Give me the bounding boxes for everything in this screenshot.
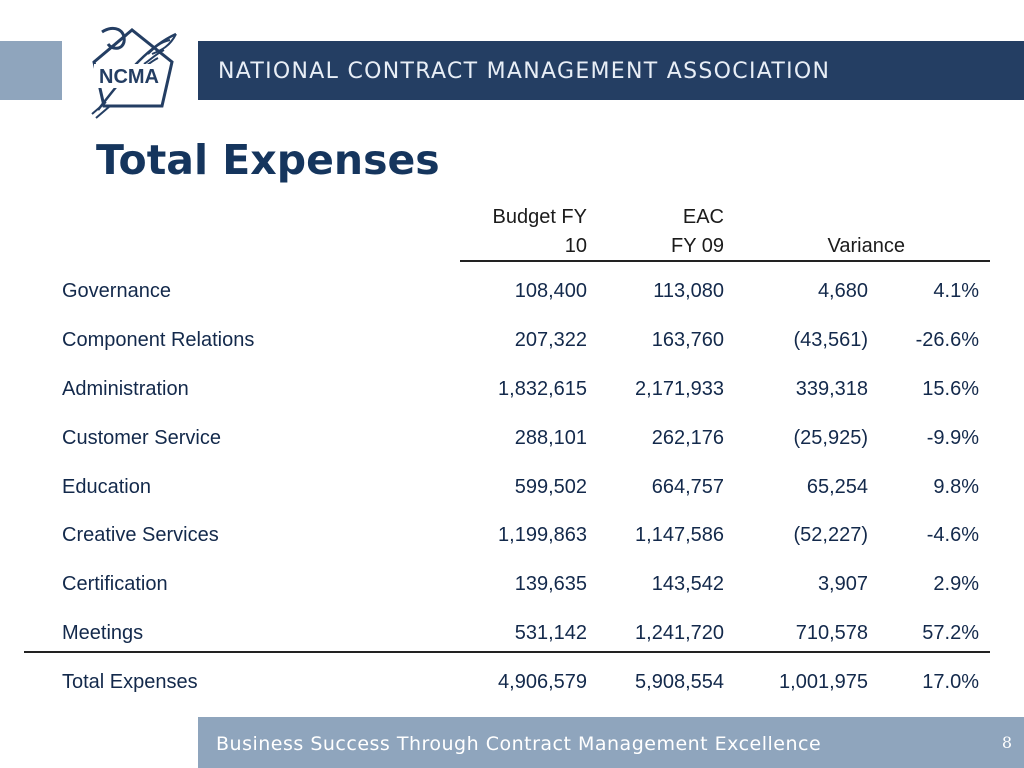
column-header-budget: Budget FY 10 <box>492 203 587 261</box>
table-row: Meetings 531,142 1,241,720 710,578 57.2% <box>0 622 1024 652</box>
table-row: Creative Services 1,199,863 1,147,586 (5… <box>0 524 1024 554</box>
variance-value: (25,925) <box>793 427 869 449</box>
table-row: Customer Service 288,101 262,176 (25,925… <box>0 427 1024 457</box>
variance-percent: 9.8% <box>933 476 979 498</box>
logo-text: NCMA <box>99 66 159 88</box>
variance-percent: 15.6% <box>922 378 979 400</box>
total-budget-value: 4,906,579 <box>498 671 587 693</box>
variance-value: (52,227) <box>793 524 869 546</box>
table-row: Component Relations 207,322 163,760 (43,… <box>0 329 1024 359</box>
budget-value: 1,199,863 <box>498 524 587 546</box>
column-header-eac-line2: FY 09 <box>671 235 724 257</box>
variance-percent: -9.9% <box>926 427 979 449</box>
eac-value: 2,171,933 <box>635 378 724 400</box>
column-header-budget-line1: Budget FY <box>492 206 587 228</box>
row-label: Administration <box>62 378 189 400</box>
header-left-block <box>0 41 62 100</box>
row-label: Meetings <box>62 622 144 644</box>
column-header-eac: EAC FY 09 <box>671 203 724 261</box>
total-label: Total Expenses <box>62 671 198 693</box>
page-title: Total Expenses <box>96 136 440 184</box>
eac-value: 664,757 <box>651 476 724 498</box>
variance-percent: -26.6% <box>915 329 979 351</box>
row-label: Certification <box>62 573 168 595</box>
eac-value: 113,080 <box>653 280 724 302</box>
total-row: Total Expenses 4,906,579 5,908,554 1,001… <box>0 671 1024 701</box>
column-header-budget-line2: 10 <box>564 235 587 257</box>
budget-value: 288,101 <box>514 427 587 449</box>
budget-value: 1,832,615 <box>498 378 587 400</box>
budget-value: 207,322 <box>514 329 587 351</box>
eac-value: 262,176 <box>651 427 724 449</box>
eac-value: 163,760 <box>651 329 724 351</box>
eac-value: 1,241,720 <box>635 622 724 644</box>
total-divider <box>24 651 990 653</box>
variance-value: 710,578 <box>795 622 868 644</box>
variance-percent: 2.9% <box>933 573 979 595</box>
variance-value: 4,680 <box>817 280 868 302</box>
variance-value: 65,254 <box>806 476 868 498</box>
column-header-eac-line1: EAC <box>682 206 724 228</box>
variance-percent: -4.6% <box>926 524 979 546</box>
table-row: Certification 139,635 143,542 3,907 2.9% <box>0 573 1024 603</box>
footer-left-block <box>0 717 198 768</box>
budget-value: 108,400 <box>514 280 587 302</box>
quill-pen-logo-icon: NCMA <box>91 26 177 119</box>
variance-value: 339,318 <box>795 378 868 400</box>
total-variance-value: 1,001,975 <box>779 671 868 693</box>
variance-value: 3,907 <box>817 573 868 595</box>
column-header-variance-line2: Variance <box>827 235 905 257</box>
eac-value: 1,147,586 <box>635 524 724 546</box>
row-label: Component Relations <box>62 329 255 351</box>
row-label: Customer Service <box>62 427 221 449</box>
row-label: Education <box>62 476 151 498</box>
table-row: Education 599,502 664,757 65,254 9.8% <box>0 476 1024 506</box>
budget-value: 139,635 <box>514 573 587 595</box>
budget-value: 599,502 <box>514 476 587 498</box>
table-row: Administration 1,832,615 2,171,933 339,3… <box>0 378 1024 408</box>
column-header-variance: Variance <box>828 203 905 261</box>
org-name: NATIONAL CONTRACT MANAGEMENT ASSOCIATION <box>218 59 831 84</box>
row-label: Governance <box>62 280 171 302</box>
page-number: 8 <box>1001 733 1012 752</box>
header-bar <box>198 41 1024 100</box>
header-divider <box>460 260 990 262</box>
budget-value: 531,142 <box>514 622 587 644</box>
footer-tagline: Business Success Through Contract Manage… <box>216 733 822 755</box>
eac-value: 143,542 <box>651 573 724 595</box>
variance-percent: 57.2% <box>922 622 979 644</box>
table-row: Governance 108,400 113,080 4,680 4.1% <box>0 280 1024 310</box>
footer-bar <box>198 717 1024 768</box>
variance-percent: 4.1% <box>933 280 979 302</box>
variance-value: (43,561) <box>793 329 869 351</box>
row-label: Creative Services <box>62 524 219 546</box>
total-eac-value: 5,908,554 <box>635 671 724 693</box>
total-variance-percent: 17.0% <box>922 671 979 693</box>
